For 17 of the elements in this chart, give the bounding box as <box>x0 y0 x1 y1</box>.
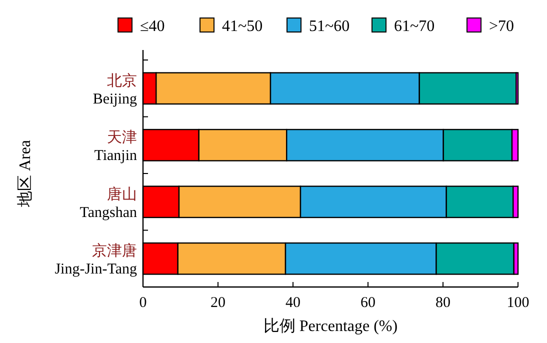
y-tick-label: 唐山 Tangshan <box>80 186 138 221</box>
y-tick-label: 天津 Tianjin <box>94 129 138 164</box>
y-tick-label: 京津唐 Jing-Jin-Tang <box>54 242 138 278</box>
x-tick-label: 100 <box>506 295 530 311</box>
x-axis-title: 比例 Percentage (%) <box>263 317 398 335</box>
x-tick-label: 80 <box>436 295 450 311</box>
legend-label: 51~60 <box>309 18 350 35</box>
legend-label: 41~50 <box>222 18 263 35</box>
y-axis-title: 地区 Area <box>16 140 34 208</box>
legend-label: >70 <box>489 18 514 35</box>
legend-label: 61~70 <box>394 18 435 35</box>
y-tick-label: 北京 Beijing <box>92 72 138 108</box>
x-tick-label: 20 <box>210 295 226 311</box>
x-tick-label: 60 <box>360 295 376 311</box>
x-tick-label: 0 <box>139 295 147 311</box>
legend-label: ≤40 <box>140 18 165 35</box>
x-tick-label: 40 <box>286 295 300 311</box>
